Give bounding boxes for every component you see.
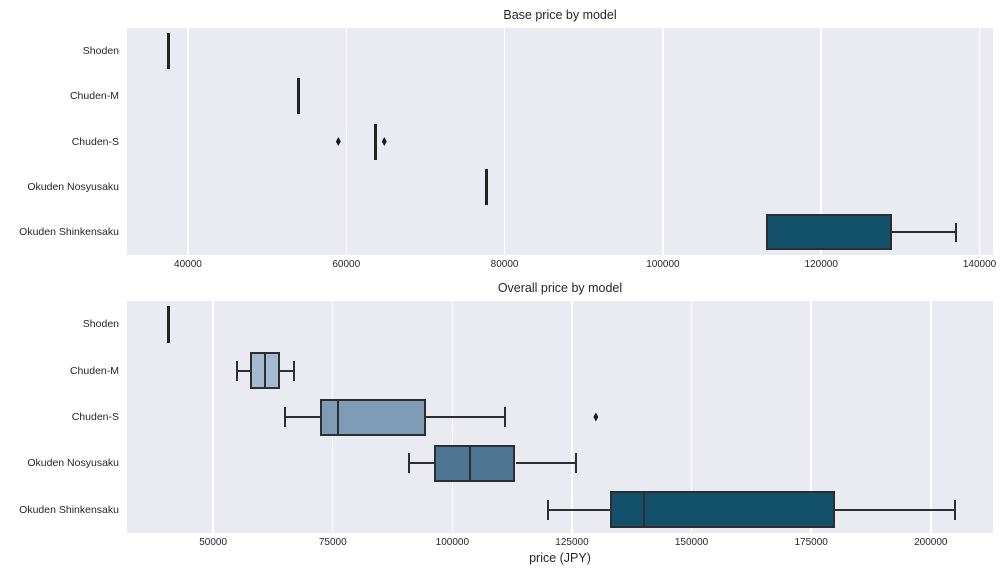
x-tick-label: 125000 [555, 537, 589, 548]
boxplot-whisker [548, 508, 611, 511]
boxplot-cap [503, 407, 506, 427]
x-tick-label: 200000 [914, 537, 948, 548]
boxplot-whisker [515, 462, 576, 465]
x-tick-label: 120000 [804, 259, 838, 270]
boxplot-whisker [237, 369, 251, 372]
x-tick-label: 80000 [490, 259, 519, 270]
boxplot-whisker [284, 416, 321, 418]
y-tick-label: Chuden-S [71, 411, 119, 423]
x-tick-label: 75000 [318, 537, 347, 548]
boxplot-box [765, 214, 893, 251]
gridline [978, 28, 981, 255]
gridline [187, 28, 189, 255]
x-tick-label: 150000 [674, 537, 709, 548]
boxplot-degenerate-line [166, 305, 170, 343]
boxplot-whisker [892, 231, 956, 234]
boxplot-whisker [835, 508, 955, 511]
boxplot-cap [283, 407, 286, 427]
y-tick-label: Okuden Shinkensaku [19, 503, 119, 516]
outlier-marker [335, 137, 341, 146]
outlier-marker [593, 412, 599, 422]
gridline [571, 301, 573, 533]
boxplot-degenerate-line [297, 78, 301, 115]
boxplot-box [434, 444, 516, 482]
boxplot-whisker [425, 416, 505, 418]
chart-title: Overall price by model [497, 281, 623, 295]
x-tick-label: 100000 [435, 537, 470, 548]
boxplot-box [610, 491, 836, 529]
y-tick-label: Shoden [82, 44, 119, 57]
boxplot-whisker [409, 462, 435, 465]
gridline [810, 301, 812, 533]
boxplot-median [469, 446, 472, 480]
x-tick-label: 60000 [332, 259, 361, 270]
y-tick-label: Chuden-M [69, 90, 119, 103]
outlier-marker [381, 137, 387, 146]
boxplot-cap [292, 360, 295, 381]
boxplot-cap [953, 499, 956, 520]
gridline [503, 28, 506, 255]
boxplot-degenerate-line [484, 168, 488, 205]
boxplot-degenerate-line [166, 32, 170, 69]
x-axis-label: price (JPY) [529, 551, 591, 565]
boxplot-cap [547, 499, 550, 520]
boxplot-median [264, 354, 267, 388]
gridline [820, 28, 822, 255]
gridline [212, 301, 214, 533]
boxplot-whisker [279, 369, 294, 372]
y-tick-label: Chuden-M [69, 364, 119, 377]
x-tick-label: 140000 [962, 259, 997, 270]
gridline [345, 28, 348, 255]
boxplot-cap [236, 360, 239, 381]
gridline [690, 301, 693, 533]
boxplot-cap [954, 222, 957, 243]
boxplot-median [642, 493, 645, 527]
y-tick-label: Okuden Nosyusaku [27, 180, 119, 193]
boxplot-degenerate-line [374, 123, 378, 160]
x-tick-label: 100000 [646, 259, 680, 270]
gridline [662, 28, 664, 255]
y-tick-label: Okuden Nosyusaku [27, 457, 119, 470]
y-tick-label: Chuden-S [71, 135, 119, 148]
x-tick-label: 50000 [199, 537, 228, 548]
boxplot-cap [408, 453, 411, 474]
boxplot-median [336, 400, 339, 434]
plot-area [127, 301, 993, 533]
x-tick-label: 40000 [174, 259, 202, 270]
y-tick-label: Shoden [82, 318, 119, 331]
gridline [930, 301, 932, 533]
boxplot-cap [574, 453, 577, 474]
y-tick-label: Okuden Shinkensaku [19, 226, 119, 239]
x-tick-label: 175000 [794, 537, 828, 548]
chart-title: Base price by model [503, 8, 617, 22]
